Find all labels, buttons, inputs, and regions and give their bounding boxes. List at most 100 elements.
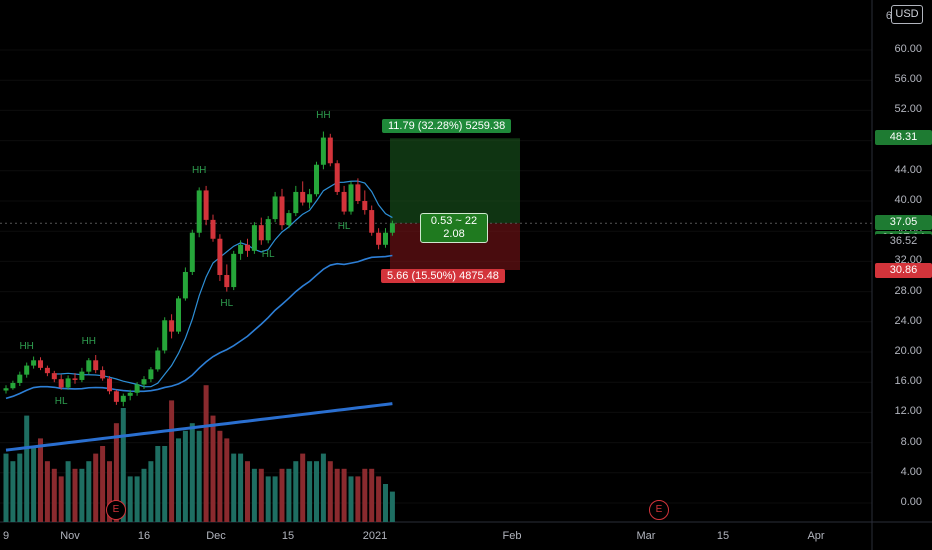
price-tick-label: 44.00 — [894, 163, 922, 176]
volume-bar — [79, 468, 85, 522]
price-tick-label: 16.00 — [894, 375, 922, 388]
time-tick-label: 9 — [2, 530, 10, 542]
volume-bar — [86, 461, 92, 522]
volume-bar — [65, 461, 71, 522]
higher-high-mark: HH — [316, 109, 331, 121]
candle-body — [155, 350, 161, 370]
candle-body — [100, 370, 106, 379]
candle-body — [369, 210, 375, 233]
price-badge: 37.05 — [875, 215, 932, 231]
volume-bar — [334, 468, 340, 522]
volume-bar — [3, 453, 9, 522]
volume-bar — [176, 438, 181, 522]
volume-bar — [327, 461, 333, 522]
price-tick-label: 56.00 — [894, 73, 922, 86]
volume-bar — [162, 446, 168, 522]
earnings-marker-1[interactable]: E — [106, 500, 126, 520]
candle-body — [203, 190, 209, 220]
candle-body — [58, 379, 64, 388]
candle-body — [141, 379, 147, 385]
volume-bar — [286, 468, 292, 522]
candle-body — [44, 367, 50, 374]
volume-bar — [217, 430, 223, 522]
higher-low-mark: HL — [261, 249, 275, 261]
volume-bar — [58, 476, 64, 522]
volume-bar — [272, 476, 278, 522]
candle-body — [162, 320, 168, 351]
candle-body — [286, 213, 292, 226]
volume-bar — [258, 468, 264, 522]
candle-body — [93, 360, 99, 371]
volume-bar — [148, 461, 154, 522]
volume-bar — [224, 438, 230, 522]
candle-body — [148, 369, 154, 380]
time-tick-label: Nov — [60, 530, 80, 542]
stop-label[interactable]: 5.66 (15.50%) 4875.48 — [381, 269, 505, 283]
candle-body — [293, 191, 299, 214]
candle-body — [258, 225, 264, 241]
volume-bar — [231, 453, 237, 522]
volume-bar — [362, 468, 368, 522]
volume-bar — [51, 468, 57, 522]
candle-body — [272, 196, 278, 220]
price-badge: 36.52 — [875, 234, 932, 250]
candle-body — [210, 219, 216, 239]
risk-reward-box[interactable]: 0.53 ~ 22 2.08 — [420, 213, 488, 243]
candle-body — [307, 194, 313, 203]
volume-bar — [376, 476, 382, 522]
volume-bar — [182, 430, 188, 522]
volume-bar — [314, 461, 319, 522]
volume-bar — [320, 453, 326, 522]
higher-low-mark: HL — [54, 395, 68, 407]
volume-bar — [120, 408, 126, 522]
time-tick-label: Feb — [502, 530, 522, 542]
price-tick-label: 0.00 — [900, 496, 922, 508]
volume-bar — [389, 491, 395, 522]
candle-body — [383, 232, 388, 245]
volume-bar — [203, 385, 209, 522]
time-tick-label: 15 — [281, 530, 295, 542]
price-tick-label: 24.00 — [894, 314, 922, 327]
candle-body — [300, 191, 306, 203]
time-tick-label: 15 — [716, 530, 730, 542]
candle-body — [376, 232, 382, 245]
volume-bar — [31, 446, 37, 522]
volume-bar — [245, 461, 250, 522]
candle-body — [113, 391, 119, 402]
candle-body — [355, 184, 361, 201]
candle-body — [334, 163, 340, 192]
candle-body — [341, 191, 347, 212]
price-tick-label: 20.00 — [894, 345, 922, 357]
time-tick-label: 2021 — [362, 530, 388, 542]
currency-selector[interactable]: USD — [891, 5, 923, 24]
risk-reward-line-2: 2.08 — [443, 228, 465, 240]
candle-body — [127, 392, 133, 396]
higher-low-mark: HL — [337, 220, 351, 232]
candle-body — [38, 360, 43, 368]
ma-long-line — [5, 402, 393, 452]
volume-bar — [369, 468, 375, 522]
volume-bar — [24, 415, 30, 522]
candle-body — [65, 378, 71, 388]
earnings-marker-2[interactable]: E — [649, 500, 669, 520]
candle-body — [389, 223, 395, 233]
volume-bar — [10, 461, 16, 522]
candle-body — [196, 190, 202, 233]
price-tick-label: 4.00 — [900, 465, 922, 478]
volume-bar — [265, 476, 271, 522]
volume-bar — [169, 400, 175, 522]
price-tick-label: 28.00 — [894, 284, 922, 297]
price-axis-top-partial: 6 — [885, 10, 892, 22]
volume-bar — [72, 468, 78, 522]
time-tick-label: 16 — [137, 530, 151, 542]
higher-high-mark: HH — [191, 165, 207, 177]
volume-bar — [127, 476, 133, 522]
volume-bar — [189, 423, 195, 522]
candle-body — [169, 320, 175, 332]
price-tick-label: 52.00 — [894, 103, 922, 116]
candle-body — [79, 371, 85, 380]
volume-bar — [348, 476, 354, 522]
target-label[interactable]: 11.79 (32.28%) 5259.38 — [382, 119, 512, 133]
ma-mid-line — [5, 254, 393, 400]
